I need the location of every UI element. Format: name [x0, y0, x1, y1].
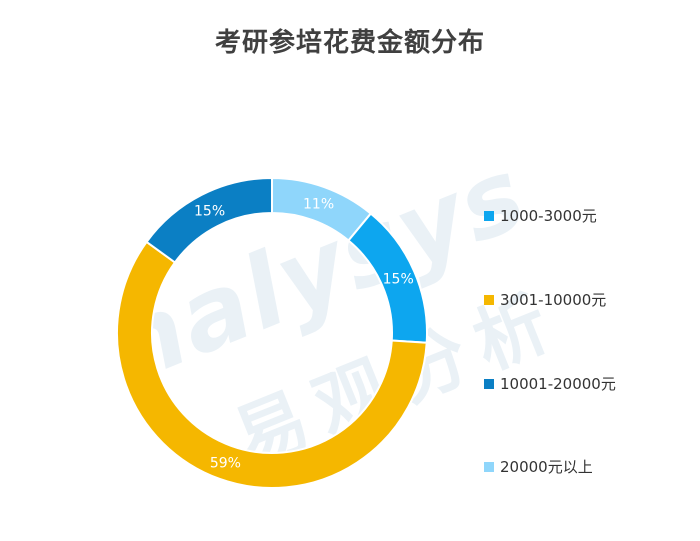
slice-value-label: 15%: [383, 271, 414, 287]
legend-label: 1000-3000元: [500, 207, 597, 225]
donut-slices: [116, 176, 428, 489]
legend-swatch: [484, 461, 494, 472]
donut-slice-labels: 11% 15% 59% 15%: [194, 197, 414, 472]
chart-title: 考研参培花费金额分布: [214, 28, 485, 58]
slice-value-label: 59%: [210, 455, 241, 471]
slice-value-label: 11%: [303, 197, 334, 213]
donut-slice: [116, 240, 428, 489]
legend-label: 20000元以上: [500, 458, 593, 476]
legend-label: 3001-10000元: [500, 291, 607, 309]
legend-label: 10001-20000元: [500, 375, 616, 393]
donut-chart: 11% 15% 59% 15%: [116, 176, 428, 489]
legend-item: 20000元以上: [484, 456, 593, 477]
legend-swatch: [484, 210, 494, 221]
slice-value-label: 15%: [194, 203, 225, 219]
donut-slice: [145, 176, 273, 264]
chart-legend: 1000-3000元 3001-10000元 10001-20000元 20000元以…: [484, 0, 694, 526]
legend-item: 1000-3000元: [484, 205, 597, 226]
legend-item: 10001-20000元: [484, 373, 616, 394]
legend-swatch: [484, 378, 494, 389]
legend-swatch: [484, 294, 494, 305]
legend-item: 3001-10000元: [484, 289, 606, 310]
